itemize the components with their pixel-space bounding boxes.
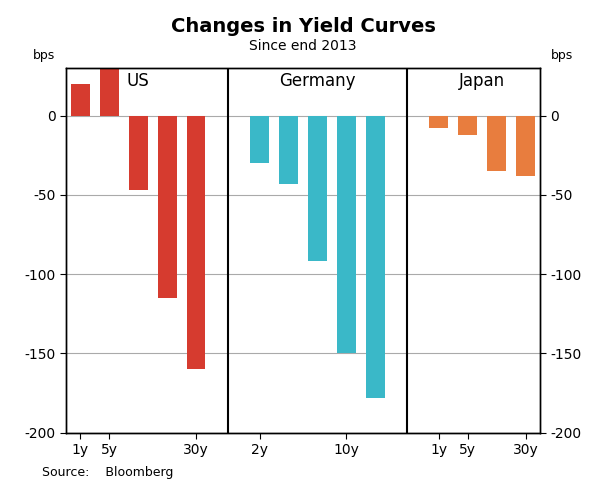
Bar [308, 116, 327, 261]
Bar [337, 116, 356, 353]
Bar [458, 116, 477, 135]
Bar [129, 116, 148, 190]
Bar [487, 116, 506, 171]
Text: Changes in Yield Curves: Changes in Yield Curves [170, 17, 436, 36]
Bar [366, 116, 385, 398]
Text: bps: bps [32, 50, 55, 63]
Bar [187, 116, 205, 369]
Text: bps: bps [551, 50, 574, 63]
Bar [516, 116, 535, 176]
Text: Since end 2013: Since end 2013 [249, 39, 357, 53]
Bar [158, 116, 176, 298]
Bar [100, 68, 119, 116]
Text: Source:    Bloomberg: Source: Bloomberg [42, 466, 173, 479]
Text: Germany: Germany [279, 71, 356, 90]
Text: US: US [127, 71, 149, 90]
Bar [250, 116, 269, 163]
Bar [279, 116, 298, 184]
Text: Japan: Japan [459, 71, 505, 90]
Bar [430, 116, 448, 128]
Bar [71, 84, 90, 116]
